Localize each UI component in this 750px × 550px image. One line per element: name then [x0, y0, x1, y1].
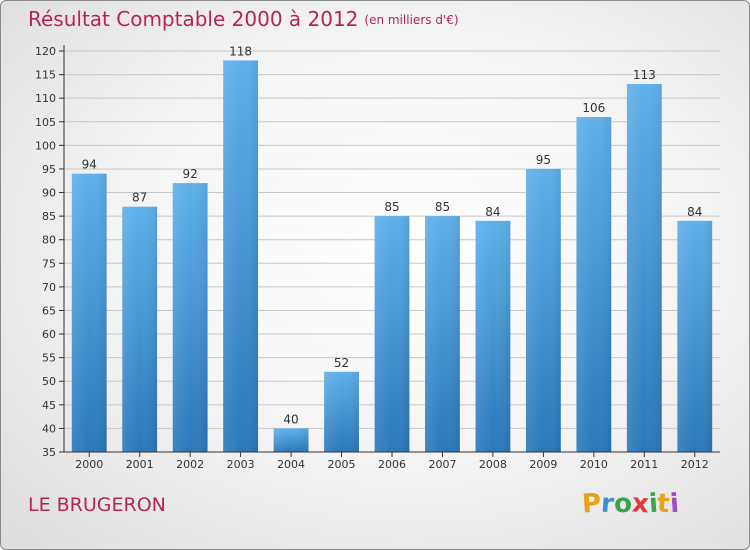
- bar-value-label: 95: [536, 153, 551, 167]
- chart-title: Résultat Comptable 2000 à 2012 (en millie…: [28, 7, 459, 31]
- x-tick-label: 2007: [428, 458, 456, 471]
- bar-value-label: 85: [384, 200, 399, 214]
- bar-value-label: 52: [334, 356, 349, 370]
- bar-value-label: 113: [633, 68, 656, 82]
- x-tick-label: 2001: [126, 458, 154, 471]
- x-tick-label: 2012: [681, 458, 709, 471]
- x-tick-label: 2009: [529, 458, 557, 471]
- bar-sheen: [475, 220, 511, 452]
- x-tick-label: 2006: [378, 458, 406, 471]
- y-tick-label: 40: [42, 422, 56, 435]
- bar-sheen: [525, 168, 561, 453]
- bar-sheen: [273, 428, 309, 452]
- y-tick-label: 110: [35, 92, 56, 105]
- y-tick-label: 80: [42, 234, 56, 247]
- bar-sheen: [71, 173, 107, 453]
- x-tick-label: 2002: [176, 458, 204, 471]
- bar-value-label: 84: [485, 205, 500, 219]
- bar-value-label: 85: [435, 200, 450, 214]
- x-tick-label: 2003: [227, 458, 255, 471]
- y-tick-label: 95: [42, 163, 56, 176]
- bar-sheen: [324, 371, 359, 452]
- y-tick-label: 105: [35, 116, 56, 129]
- bar-sheen: [122, 206, 158, 452]
- proxiti-logo: Proxiti: [580, 488, 680, 520]
- bar-value-label: 94: [82, 158, 97, 172]
- y-tick-label: 35: [42, 446, 56, 459]
- bar-value-label: 118: [229, 44, 252, 58]
- bar-sheen: [677, 220, 713, 452]
- x-tick-label: 2005: [328, 458, 356, 471]
- y-tick-label: 90: [42, 187, 56, 200]
- bar-value-label: 92: [183, 167, 198, 181]
- y-tick-label: 85: [42, 210, 56, 223]
- y-tick-label: 75: [42, 257, 56, 270]
- logo-letter: x: [630, 488, 650, 520]
- y-tick-label: 65: [42, 304, 56, 317]
- y-tick-label: 100: [35, 139, 56, 152]
- x-tick-label: 2004: [277, 458, 305, 471]
- x-tick-label: 2011: [630, 458, 658, 471]
- y-tick-label: 55: [42, 352, 56, 365]
- bar-value-label: 87: [132, 191, 147, 205]
- place-name: LE BRUGERON: [28, 494, 166, 516]
- x-tick-label: 2000: [75, 458, 103, 471]
- logo-letter: P: [580, 488, 603, 520]
- x-tick-label: 2010: [580, 458, 608, 471]
- x-tick-label: 2008: [479, 458, 507, 471]
- bar-sheen: [626, 84, 662, 452]
- y-tick-label: 50: [42, 375, 56, 388]
- logo-letter: i: [668, 488, 680, 520]
- bar-sheen: [223, 60, 259, 452]
- y-tick-label: 60: [42, 328, 56, 341]
- bar-sheen: [425, 216, 460, 452]
- y-tick-label: 120: [35, 45, 56, 58]
- bar-sheen: [576, 117, 612, 452]
- bar-sheen: [374, 216, 410, 452]
- y-tick-label: 45: [42, 399, 56, 412]
- bar-value-label: 40: [283, 412, 298, 426]
- bar-value-label: 106: [582, 101, 605, 115]
- chart-subtitle: (en milliers d'€): [364, 13, 459, 27]
- bar-sheen: [172, 183, 208, 452]
- logo-letter: o: [612, 488, 633, 520]
- y-tick-label: 70: [42, 281, 56, 294]
- bar-value-label: 84: [687, 205, 702, 219]
- chart-title-text: Résultat Comptable 2000 à 2012: [28, 7, 359, 31]
- y-tick-label: 115: [35, 69, 56, 82]
